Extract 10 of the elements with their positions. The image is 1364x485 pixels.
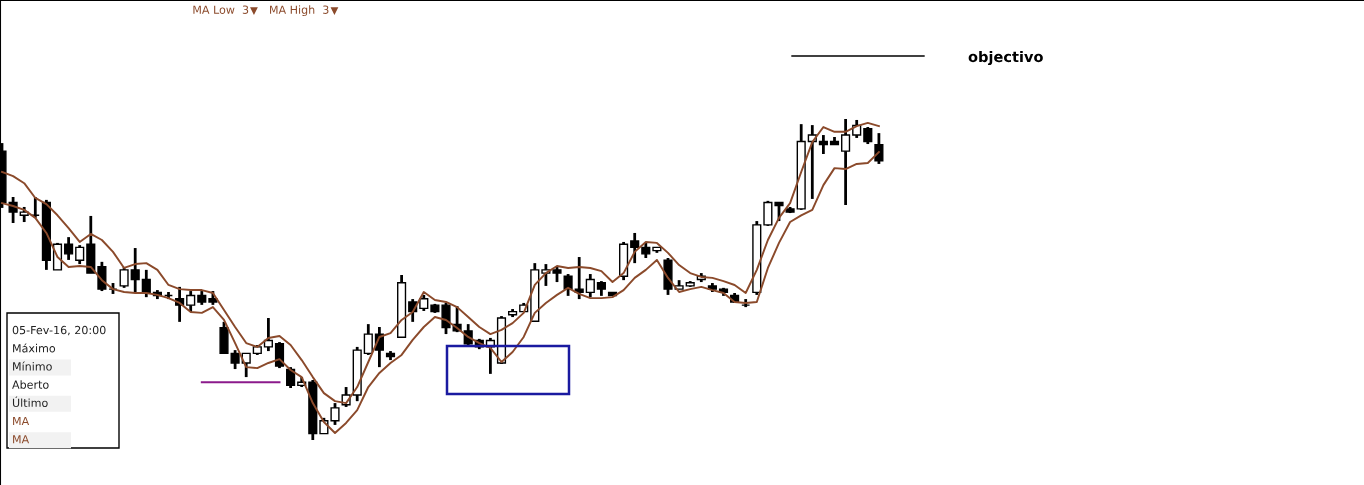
annotation: MA <box>13 435 30 444</box>
annotation: MA <box>13 416 30 426</box>
annotation: Máximo <box>13 343 56 353</box>
annotation: Mínimo <box>13 361 52 371</box>
annotation: 05-Fev-16, 20:00 <box>12 325 106 336</box>
legend-label: MA Low 3 <box>193 5 249 14</box>
text: objectivo <box>968 50 1043 66</box>
annotation: Aberto <box>12 380 49 389</box>
annotation: Último <box>12 396 48 408</box>
legend-label: MA High 3 <box>270 5 329 17</box>
